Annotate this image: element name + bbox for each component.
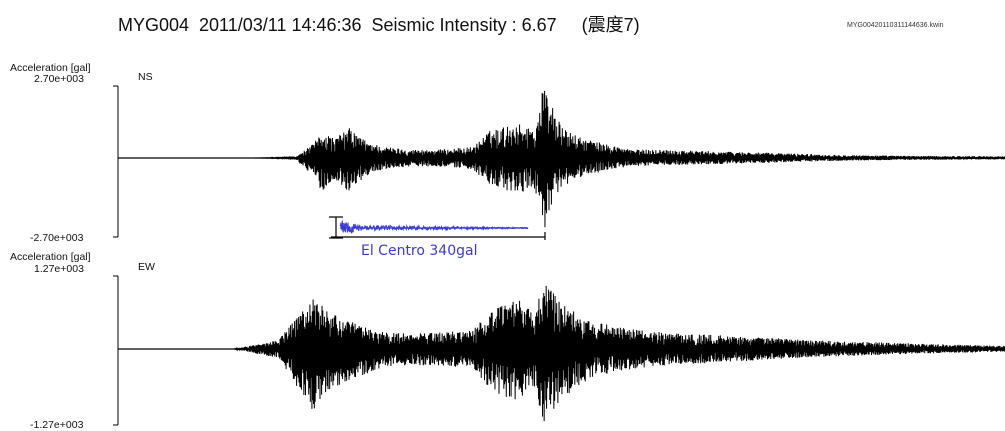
ns-ylabel: Acceleration [gal] — [10, 62, 91, 74]
el-centro-label: El Centro 340gal — [361, 243, 478, 259]
ns-ytick-top: 2.70e+003 — [34, 73, 84, 85]
ew-panel — [113, 275, 1005, 426]
el-centro-comparison — [329, 216, 546, 240]
ew-ytick-top: 1.27e+003 — [34, 263, 84, 275]
ew-ytick-bottom: -1.27e+003 — [30, 419, 84, 431]
ns-waveform — [118, 90, 1005, 228]
ew-component-label: EW — [138, 261, 155, 273]
ew-ylabel: Acceleration [gal] — [10, 251, 91, 263]
ns-component-label: NS — [138, 71, 153, 83]
ns-panel — [113, 85, 1005, 238]
file-name: MYG00420110311144636.kwin — [847, 22, 944, 29]
ns-ytick-bottom: -2.70e+003 — [30, 232, 84, 244]
ew-waveform — [118, 285, 1005, 422]
el-centro-waveform — [339, 220, 529, 234]
chart-title: MYG004 2011/03/11 14:46:36 Seismic Inten… — [118, 15, 640, 35]
